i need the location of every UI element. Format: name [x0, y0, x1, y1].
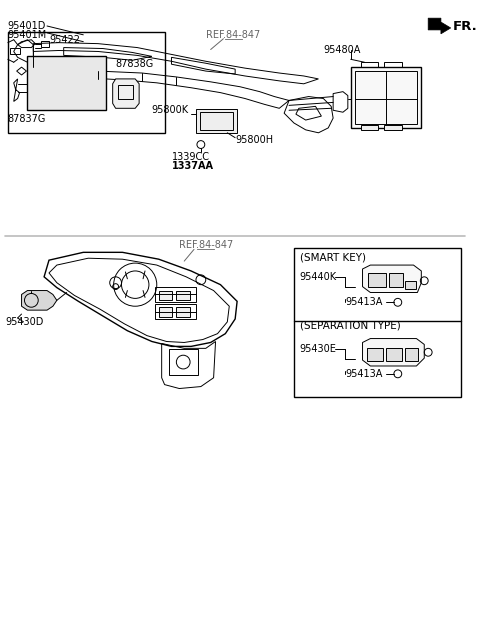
Text: 1339CC: 1339CC [171, 152, 209, 162]
Bar [176, 290, 190, 301]
Bar [386, 348, 402, 361]
Text: REF.84-847: REF.84-847 [206, 30, 260, 40]
Bar [118, 85, 133, 98]
Bar [41, 41, 49, 46]
Bar [351, 67, 421, 128]
Text: (SMART KEY): (SMART KEY) [300, 252, 366, 262]
Bar [155, 287, 196, 302]
Text: 87837G: 87837G [8, 114, 46, 124]
Text: REF.84-847: REF.84-847 [179, 240, 233, 250]
Polygon shape [113, 79, 139, 108]
Text: 95413A: 95413A [346, 369, 383, 379]
Text: 95422: 95422 [49, 35, 80, 45]
Text: 87838G: 87838G [116, 59, 154, 69]
Bar [405, 281, 417, 288]
Text: 95800H: 95800H [235, 134, 273, 145]
Polygon shape [362, 265, 421, 292]
Bar [176, 307, 190, 317]
Text: FR.: FR. [453, 20, 478, 34]
Text: 95413A: 95413A [346, 297, 383, 307]
Bar [159, 290, 172, 301]
Bar [384, 62, 402, 67]
Bar [389, 273, 403, 287]
Text: 95480A: 95480A [324, 44, 360, 55]
Polygon shape [428, 18, 451, 34]
Polygon shape [362, 339, 424, 366]
Bar [360, 62, 378, 67]
Polygon shape [22, 290, 57, 310]
Text: 95430D: 95430D [5, 317, 43, 327]
Bar [367, 348, 383, 361]
Bar [27, 56, 106, 110]
Bar [405, 348, 419, 361]
Text: (SEPARATION TYPE): (SEPARATION TYPE) [300, 321, 401, 331]
Bar [196, 109, 237, 133]
Text: 95800K: 95800K [152, 105, 189, 115]
Text: 95401M: 95401M [8, 30, 47, 40]
Bar [355, 71, 418, 124]
Text: 95440K: 95440K [300, 272, 337, 282]
Bar [168, 349, 198, 375]
Bar [360, 125, 378, 130]
Bar [369, 273, 386, 287]
Bar [294, 249, 460, 398]
Text: 95401D: 95401D [8, 21, 46, 31]
Bar [159, 307, 172, 317]
Text: 95430E: 95430E [300, 344, 336, 354]
Text: 1337AA: 1337AA [171, 161, 214, 171]
Bar [200, 112, 233, 130]
Bar [384, 125, 402, 130]
Bar [8, 32, 165, 133]
Bar [10, 48, 20, 55]
Bar [155, 304, 196, 319]
